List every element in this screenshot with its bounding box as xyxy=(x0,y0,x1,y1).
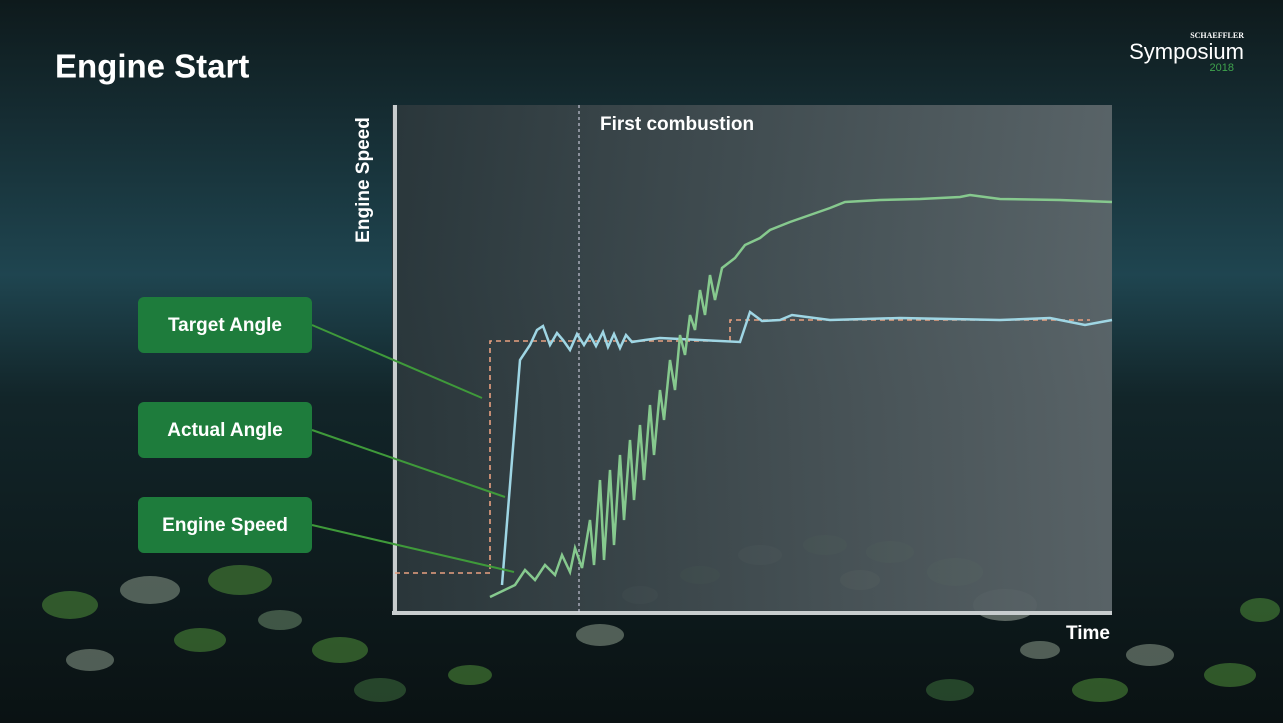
leader-line xyxy=(311,429,506,498)
annotation: First combustion xyxy=(600,114,754,135)
target-angle-curve xyxy=(395,319,1090,574)
callout: Target Angle xyxy=(138,297,483,399)
y-axis-label: Engine Speed xyxy=(353,117,374,243)
event-name: Symposium xyxy=(1129,39,1244,64)
x-axis-label: Time xyxy=(1066,623,1110,644)
event-year: 2018 xyxy=(1210,62,1234,74)
callout-box xyxy=(138,297,312,353)
callout: Engine Speed xyxy=(138,497,515,573)
chart-panel xyxy=(392,105,1112,615)
callout-box xyxy=(138,402,312,458)
callout: Actual Angle xyxy=(138,402,506,498)
actual-angle-curve xyxy=(500,309,1113,586)
leader-line xyxy=(311,524,515,573)
callout-box xyxy=(138,497,312,553)
callout-label: Target Angle xyxy=(168,315,282,336)
callout-label: Actual Angle xyxy=(167,420,282,441)
slide-title: Engine Start xyxy=(55,48,249,85)
engine-speed-curve xyxy=(489,193,1113,599)
leader-line xyxy=(311,324,483,399)
brand: SCHAEFFLER xyxy=(1190,31,1244,40)
callout-label: Engine Speed xyxy=(162,515,288,536)
